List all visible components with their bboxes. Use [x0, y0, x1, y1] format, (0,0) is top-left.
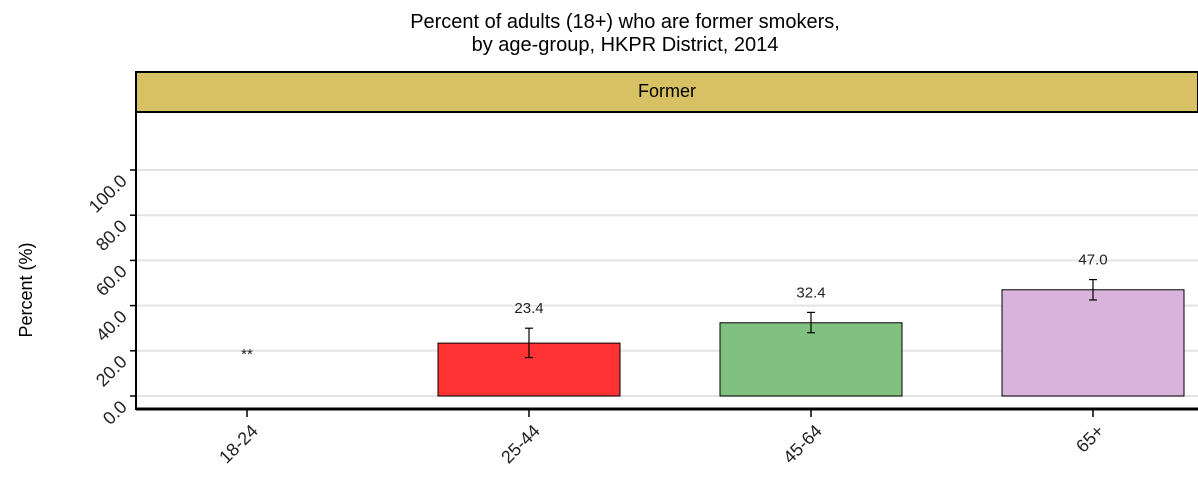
x-tick-label: 18-24 — [215, 421, 262, 468]
x-ticks: 18-24 25-44 45-64 65+ — [215, 410, 1108, 467]
bar — [1001, 289, 1185, 397]
y-axis-label: Percent (%) — [16, 242, 36, 337]
data-labels: ** 23.4 32.4 47.0 — [241, 252, 1107, 363]
x-tick-label: 65+ — [1072, 421, 1108, 457]
error-bars — [525, 279, 1097, 359]
y-tick-label: 40.0 — [92, 306, 131, 345]
data-label: ** — [241, 346, 253, 363]
x-tick-label: 45-64 — [779, 421, 826, 468]
chart-title-line-1: Percent of adults (18+) who are former s… — [410, 11, 840, 33]
data-label: 32.4 — [796, 284, 825, 301]
facet-label: Former — [638, 81, 696, 101]
chart-title-line-2: by age-group, HKPR District, 2014 — [472, 34, 779, 56]
y-tick-label: 100.0 — [85, 171, 131, 217]
bar — [719, 322, 903, 397]
data-label: 47.0 — [1078, 252, 1107, 269]
y-tick-label: 80.0 — [92, 216, 131, 255]
gridlines — [136, 169, 1198, 397]
data-label: 23.4 — [514, 300, 543, 317]
y-tick-label: 60.0 — [92, 261, 131, 300]
y-tick-label: 20.0 — [92, 351, 131, 390]
y-tick-label: 0.0 — [99, 397, 131, 429]
x-tick-label: 25-44 — [497, 421, 544, 468]
facet-strip — [135, 71, 1198, 113]
